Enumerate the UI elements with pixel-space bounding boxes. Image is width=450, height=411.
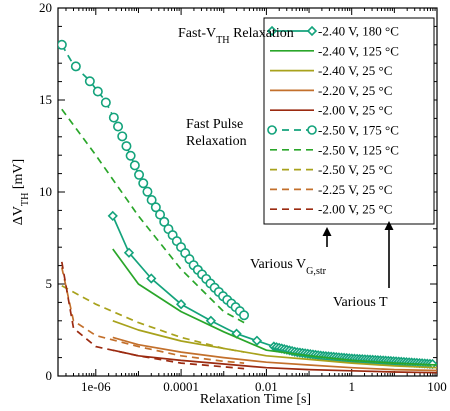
legend-label: -2.00 V, 25 °C: [318, 202, 392, 217]
circle-marker: [146, 194, 157, 205]
series-line: [112, 349, 437, 374]
x-tick-label: 1: [348, 379, 355, 394]
legend-label: -2.50 V, 25 °C: [318, 162, 392, 177]
series-2: [112, 248, 437, 366]
annotation-fast-pulse: Relaxation: [186, 134, 247, 149]
circle-marker: [129, 160, 140, 171]
circle-marker: [155, 209, 166, 220]
x-tick-label: 0.01: [255, 379, 278, 394]
axes: 1e-06 0.0001 0.01 1 100 0 5 10 15 20 Relaxation Ti…: [11, 0, 447, 407]
series-line: [60, 267, 245, 364]
legend-item-8: -2.50 V, 25 °C: [270, 162, 392, 177]
annotation-various-t: Various T: [333, 295, 388, 310]
series-layer: [58, 39, 437, 374]
legend-label: -2.00 V, 25 °C: [318, 103, 392, 118]
y-tick-label: 5: [46, 276, 53, 291]
diamond-marker: [107, 210, 118, 222]
series-4: [112, 336, 437, 372]
x-axis-label: Relaxation Time [s]: [200, 392, 311, 407]
circle-marker: [70, 61, 81, 72]
arrow-various-t: [384, 221, 394, 288]
diamond-marker: [266, 25, 278, 37]
legend-label: -2.50 V, 175 °C: [318, 123, 399, 138]
legend-box: [263, 17, 435, 225]
legend-item-10: -2.00 V, 25 °C: [270, 202, 392, 217]
legend-label: -2.40 V, 125 °C: [318, 43, 399, 58]
y-tick-label: 15: [39, 92, 52, 107]
circle-marker: [125, 150, 136, 161]
circle-marker: [92, 86, 103, 97]
legend-label: -2.40 V, 180 °C: [318, 24, 399, 39]
annotation-various-vg: Various VG,str: [250, 257, 327, 277]
series-3: [112, 320, 437, 369]
annotations: Fast-VTH Relaxation Fast Pulse Relaxation V…: [178, 26, 394, 310]
circle-marker: [267, 125, 277, 135]
series-line: [112, 248, 437, 366]
y-tick-label: 0: [46, 368, 53, 383]
circle-marker: [117, 131, 128, 142]
series-6: [58, 39, 250, 321]
circle-marker: [121, 141, 132, 152]
legend-item-3: -2.40 V, 25 °C: [270, 63, 392, 78]
legend-item-9: -2.25 V, 25 °C: [270, 182, 392, 197]
y-tick-label: 20: [39, 0, 52, 15]
circle-marker: [138, 178, 149, 189]
legend-item-2: -2.40 V, 125 °C: [270, 43, 399, 58]
legend-item-4: -2.20 V, 25 °C: [270, 83, 392, 98]
series-1: [107, 210, 437, 370]
series-group: [58, 39, 437, 374]
x-tick-label: 0.0001: [163, 379, 199, 394]
legend-item-7: -2.50 V, 125 °C: [270, 142, 399, 157]
circle-marker: [142, 186, 153, 197]
legend-item-1: -2.40 V, 180 °C: [266, 24, 399, 39]
legend-item-6: -2.50 V, 175 °C: [267, 123, 399, 138]
annotation-fast-vth: Fast-VTH Relaxation: [178, 26, 294, 46]
diamond-marker: [175, 299, 187, 310]
diamond-marker: [123, 247, 135, 258]
y-axis-label: ΔVTH [mV]: [11, 159, 31, 225]
annotation-fast-pulse: Fast Pulse: [186, 117, 243, 132]
series-9: [60, 267, 245, 364]
legend-label: -2.50 V, 125 °C: [318, 142, 399, 157]
series-line: [112, 320, 437, 369]
series-line: [112, 336, 437, 372]
arrow-head: [322, 227, 332, 236]
circle-marker: [58, 39, 67, 50]
circle-marker: [134, 169, 145, 180]
legend: -2.40 V, 180 °C -2.40 V, 125 °C -2.40 V, 2…: [263, 17, 435, 225]
legend-label: -2.40 V, 25 °C: [318, 63, 392, 78]
x-tick-label: 100: [427, 379, 447, 394]
x-tick-label: 1e-06: [81, 379, 111, 394]
series-line: [112, 215, 433, 365]
diamond-marker: [306, 25, 318, 37]
series-5: [112, 349, 437, 374]
circle-marker: [307, 125, 317, 135]
legend-label: -2.25 V, 25 °C: [318, 182, 392, 197]
legend-item-5: -2.00 V, 25 °C: [270, 103, 392, 118]
diamond-marker: [146, 273, 157, 284]
circle-marker: [239, 310, 250, 321]
circle-marker: [159, 216, 170, 227]
circle-marker: [108, 112, 119, 123]
circle-marker: [100, 97, 111, 108]
y-tick-label: 10: [39, 184, 52, 199]
arrow-head: [384, 221, 394, 230]
legend-label: -2.20 V, 25 °C: [318, 83, 392, 98]
arrow-various-vg: [322, 227, 332, 247]
diamond-marker: [251, 335, 263, 346]
circle-marker: [150, 202, 161, 213]
circle-marker: [84, 76, 95, 87]
circle-marker: [113, 121, 124, 132]
